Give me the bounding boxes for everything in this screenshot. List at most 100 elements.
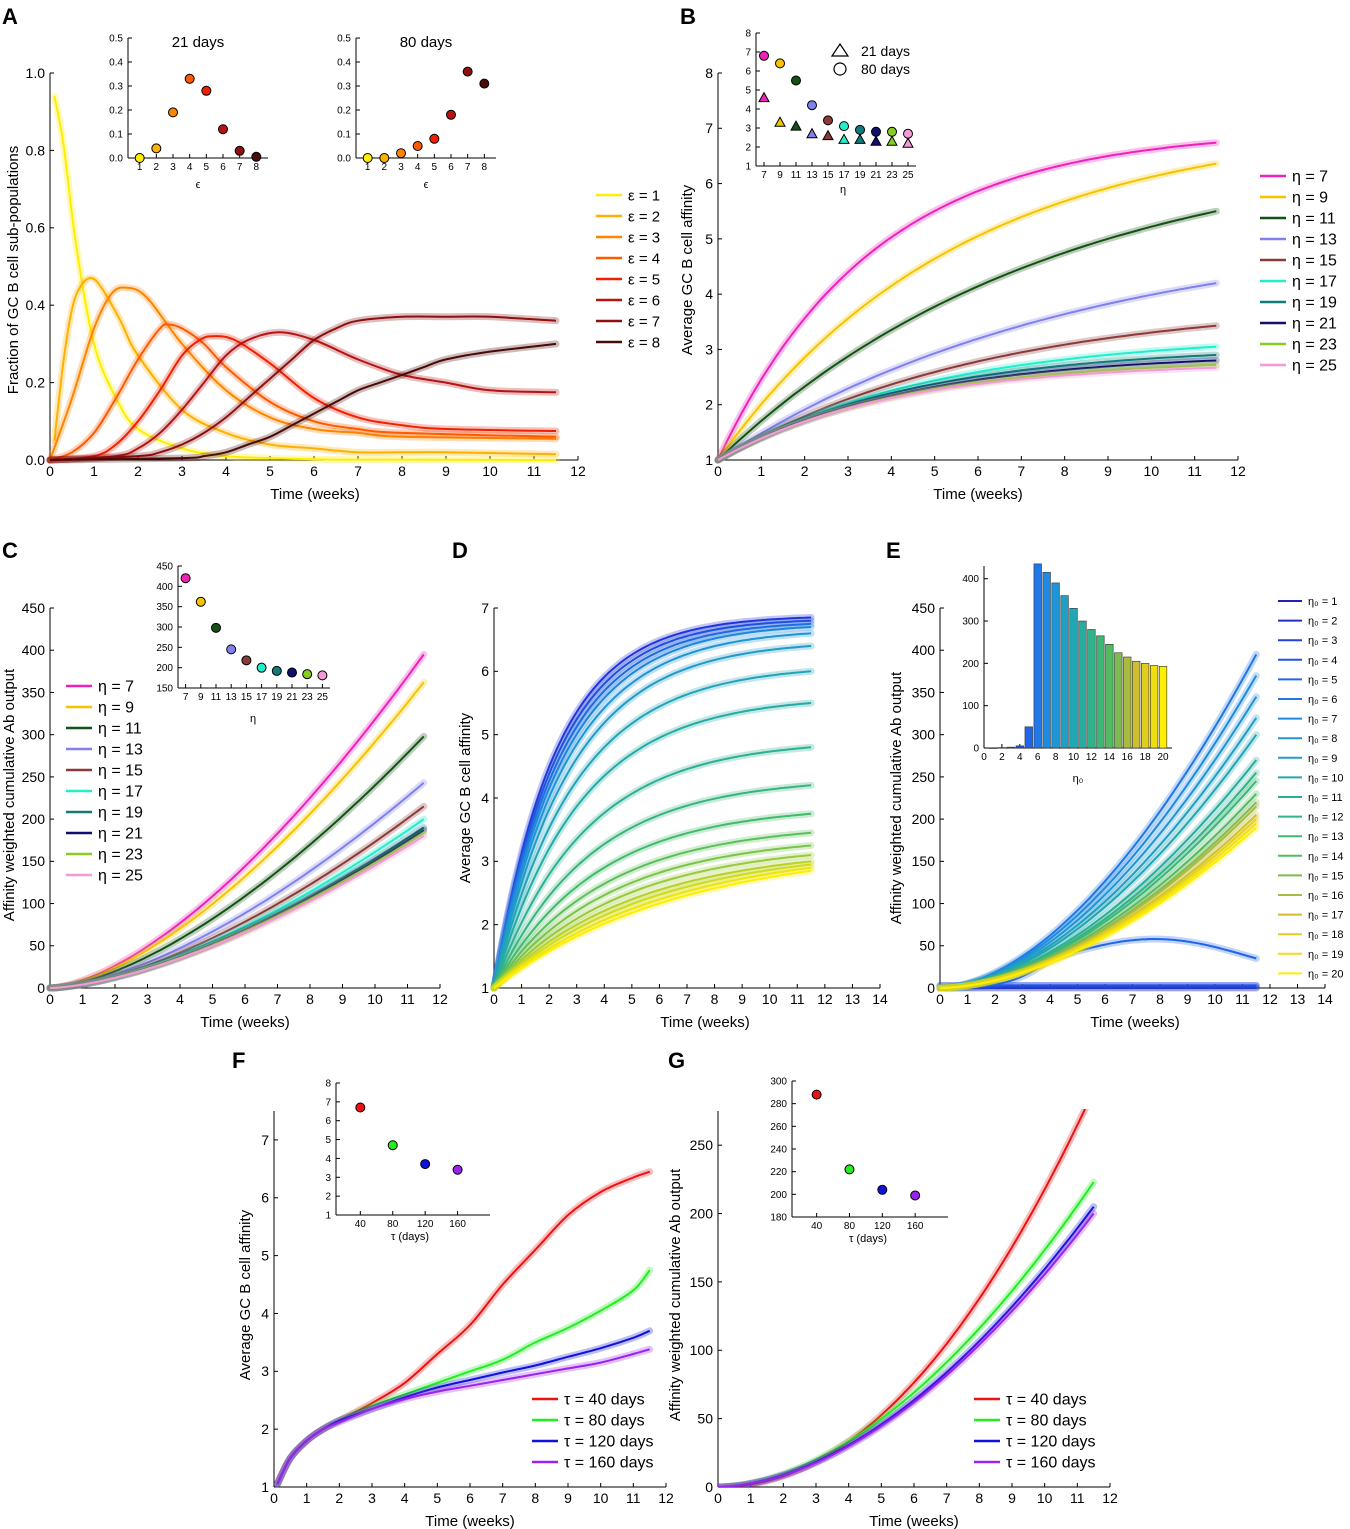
x-tick-label: 0 xyxy=(270,1490,278,1506)
x-tick-label: 13 xyxy=(226,692,238,703)
y-tick-label: 220 xyxy=(770,1167,787,1178)
y-tick-label: 250 xyxy=(912,769,936,785)
x-tick-label: 12 xyxy=(817,991,833,1007)
x-tick-label: 2 xyxy=(991,991,999,1007)
y-tick-label: 2 xyxy=(745,143,751,154)
series-line xyxy=(493,860,812,989)
x-tick-label: 5 xyxy=(628,991,636,1007)
legend-label: τ = 160 days xyxy=(564,1455,654,1472)
y-tick-label: 400 xyxy=(156,582,173,593)
x-tick-label: 3 xyxy=(178,463,186,479)
x-tick-label: 2 xyxy=(134,463,142,479)
x-tick-label: 2 xyxy=(801,463,809,479)
x-tick-label: 7 xyxy=(183,692,189,703)
inset-point-21-days xyxy=(758,91,770,103)
y-tick-label: 180 xyxy=(770,1213,787,1224)
y-tick-label: 200 xyxy=(912,811,936,827)
inset: 1 2 3 4 5 6 7 8 0.0 0.1 0.2 0.3 0.4 0.5 80 days ϵ xyxy=(337,34,496,191)
legend-label: η = 21 xyxy=(1292,316,1337,333)
series-line xyxy=(493,812,812,989)
legend-label: η = 11 xyxy=(98,721,142,738)
inset-point xyxy=(412,141,423,151)
y-axis-label: Average GC B cell affinity xyxy=(237,1209,254,1380)
y-tick-label: 0.4 xyxy=(26,297,46,313)
y-tick-label: 0.5 xyxy=(337,34,351,45)
legend-label: η = 9 xyxy=(98,700,134,717)
y-tick-label: 50 xyxy=(697,1411,713,1427)
x-tick-label: 10 xyxy=(482,463,498,479)
y-tick-label: 50 xyxy=(29,938,45,954)
y-tick-label: 5 xyxy=(481,727,489,743)
series-line xyxy=(717,324,1217,461)
inset-bar xyxy=(1087,629,1096,749)
y-tick-label: 1 xyxy=(261,1479,269,1495)
x-tick-label: 14 xyxy=(872,991,888,1007)
inset-point xyxy=(226,644,237,655)
inset-x-label: ϵ xyxy=(196,179,201,191)
inset-point xyxy=(180,573,191,584)
series-line xyxy=(49,835,425,989)
series-line xyxy=(493,702,812,989)
x-tick-label: 1 xyxy=(518,991,526,1007)
inset-point-80-days xyxy=(823,115,833,126)
y-tick-label: 450 xyxy=(912,600,936,616)
panel-label: B xyxy=(680,4,696,29)
x-tick-label: 13 xyxy=(806,170,818,181)
y-tick-label: 250 xyxy=(22,769,46,785)
series-line xyxy=(493,863,812,989)
y-tick-label: 0.1 xyxy=(109,130,123,141)
x-tick-label: 11 xyxy=(790,991,805,1007)
x-tick-label: 6 xyxy=(656,991,664,1007)
x-tick-label: 7 xyxy=(237,162,243,173)
x-tick-label: 11 xyxy=(791,170,802,181)
legend-label: τ = 40 days xyxy=(1006,1392,1087,1409)
inset-bar xyxy=(1015,745,1024,749)
x-tick-label: 23 xyxy=(302,692,314,703)
x-tick-label: 12 xyxy=(1102,1490,1118,1506)
legend-label: η₀ = 20 xyxy=(1308,968,1343,980)
series-line xyxy=(493,619,812,989)
series-line xyxy=(717,366,1217,461)
x-tick-label: 11 xyxy=(1187,463,1202,479)
x-tick-label: 9 xyxy=(1104,463,1112,479)
y-tick-label: 200 xyxy=(770,1190,787,1201)
x-tick-label: 1 xyxy=(90,463,98,479)
x-tick-label: 6 xyxy=(466,1490,474,1506)
x-tick-label: 19 xyxy=(854,170,866,181)
y-tick-label: 250 xyxy=(156,643,173,654)
series-line xyxy=(49,782,425,989)
series-line xyxy=(717,282,1217,461)
legend-label: η = 25 xyxy=(1292,358,1337,375)
x-tick-label: 0 xyxy=(714,463,722,479)
x-tick-label: 7 xyxy=(943,1490,951,1506)
y-tick-label: 150 xyxy=(156,684,173,695)
inset-title: 21 days xyxy=(172,34,225,51)
series-line xyxy=(493,784,812,989)
x-tick-label: 1 xyxy=(365,162,371,173)
x-axis-label: Time (weeks) xyxy=(660,1014,749,1031)
legend-label: η₀ = 9 xyxy=(1308,753,1337,765)
y-tick-label: 200 xyxy=(962,659,979,670)
legend-label: η = 7 xyxy=(98,679,134,696)
y-tick-label: 400 xyxy=(22,642,46,658)
inset-point-21-days xyxy=(838,133,850,144)
x-tick-label: 8 xyxy=(1061,463,1069,479)
y-tick-label: 200 xyxy=(156,663,173,674)
inset-bar xyxy=(1141,663,1150,749)
y-tick-label: 6 xyxy=(705,175,713,191)
x-tick-label: 3 xyxy=(812,1490,820,1506)
x-axis-label: Time (weeks) xyxy=(933,486,1022,503)
x-tick-label: 5 xyxy=(931,463,939,479)
series-line xyxy=(717,141,1217,461)
inset-bar xyxy=(1069,608,1078,749)
y-tick-label: 8 xyxy=(325,1079,331,1090)
x-tick-label: 11 xyxy=(1235,991,1250,1007)
inset-point xyxy=(184,73,195,84)
x-tick-label: 4 xyxy=(222,463,230,479)
inset-bar xyxy=(1158,666,1168,749)
x-tick-label: 3 xyxy=(1019,991,1027,1007)
inset-bar xyxy=(1096,635,1105,749)
inset-point xyxy=(317,670,328,681)
x-tick-label: 2 xyxy=(382,162,388,173)
